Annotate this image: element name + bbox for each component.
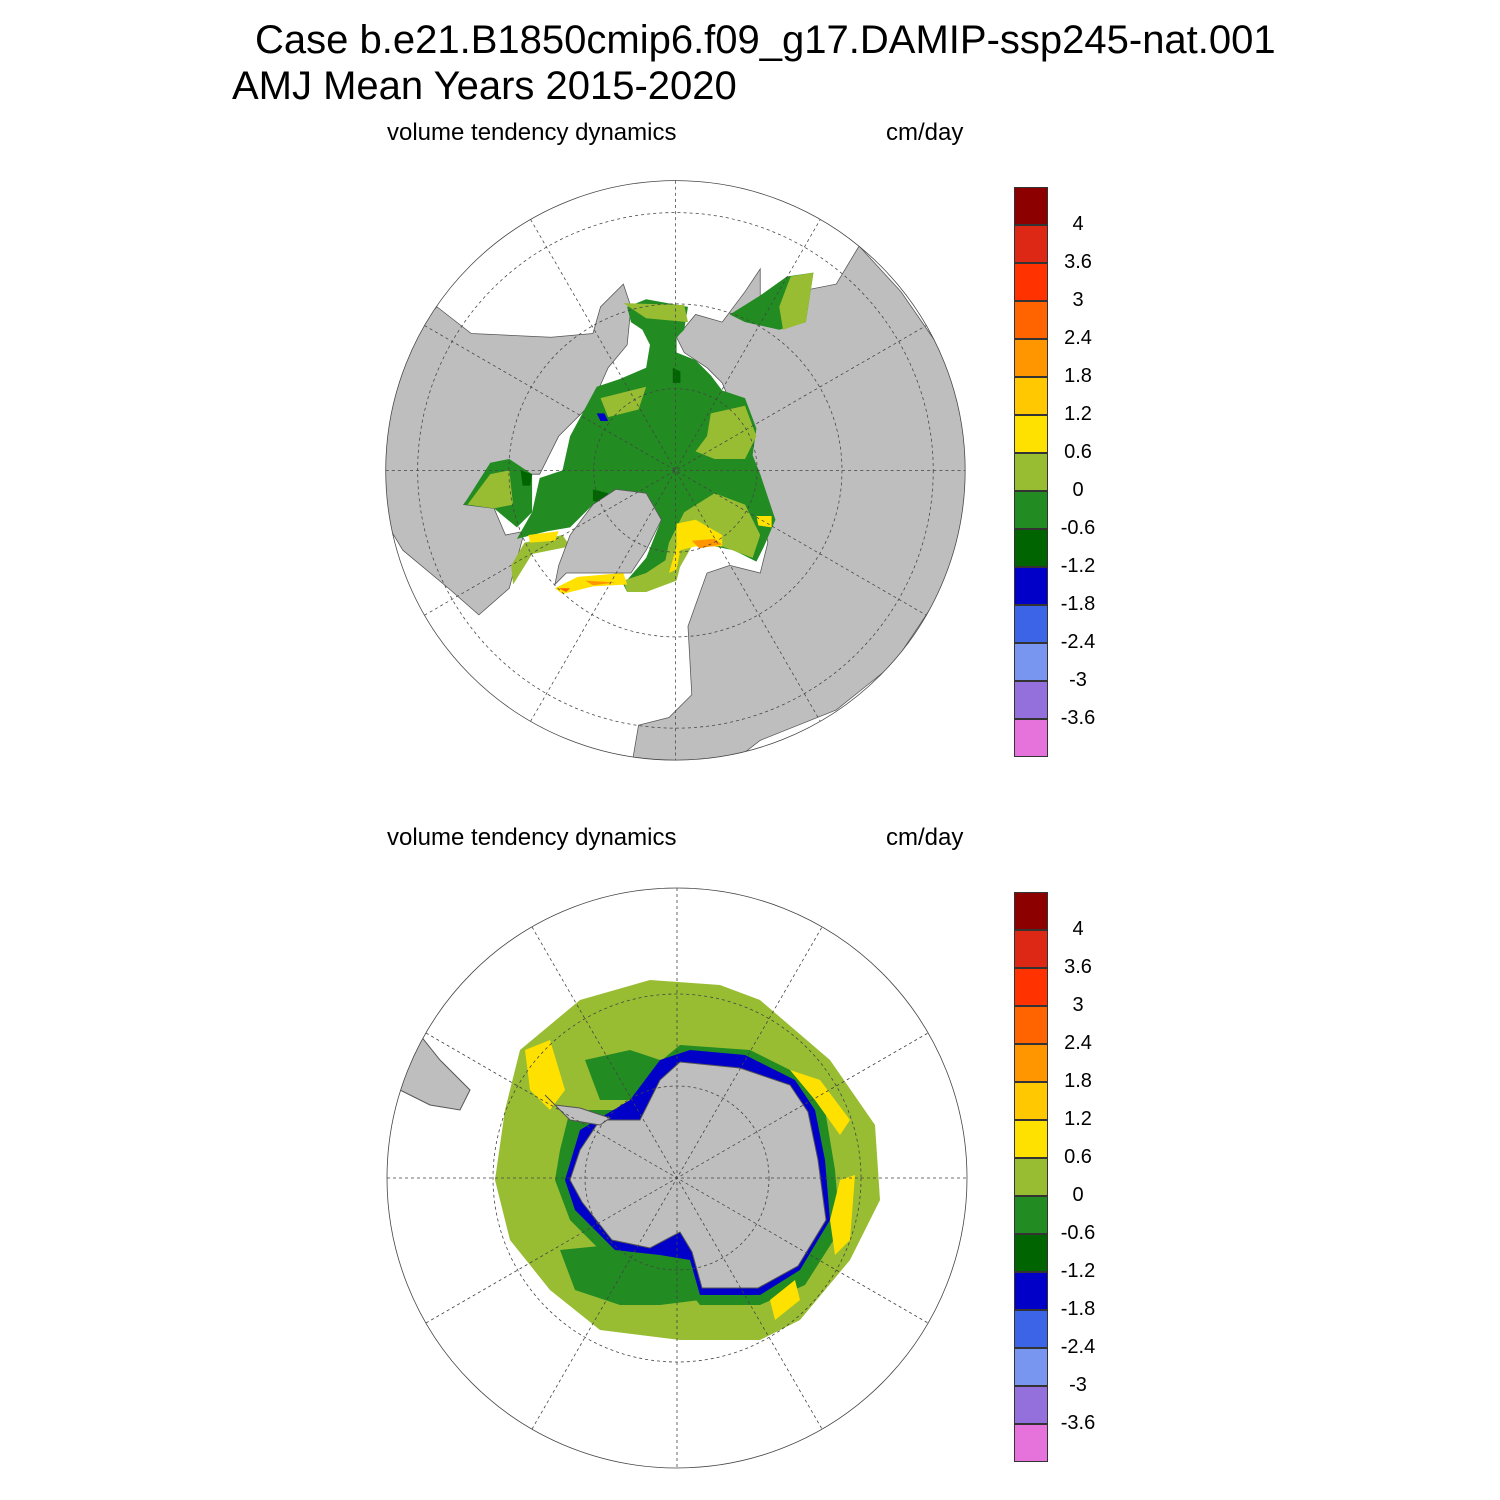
south-colorbar-label: 1.8 [1064, 1070, 1092, 1092]
south-colorbar-label: -0.6 [1060, 1222, 1096, 1244]
south-colorbar-box [1014, 1348, 1048, 1386]
south-colorbar-box [1014, 930, 1048, 968]
south-colorbar-box [1014, 1006, 1048, 1044]
south-colorbar-box [1014, 1044, 1048, 1082]
south-colorbar-box [1014, 1424, 1048, 1462]
north-colorbar-label: -3.6 [1060, 707, 1096, 729]
south-colorbar-box [1014, 1310, 1048, 1348]
north-colorbar-box [1014, 339, 1048, 377]
south-colorbar-label: -3.6 [1060, 1412, 1096, 1434]
grid-lines [385, 180, 966, 761]
south-colorbar-label: -2.4 [1060, 1336, 1096, 1358]
south-colorbar-label: -1.8 [1060, 1298, 1096, 1320]
south-colorbar-box [1014, 1234, 1048, 1272]
south-colorbar-box [1014, 1082, 1048, 1120]
figure-title-line1: Case b.e21.B1850cmip6.f09_g17.DAMIP-ssp2… [255, 18, 1276, 62]
south-colorbar-label: 1.2 [1064, 1108, 1092, 1130]
panel1-variable-label: volume tendency dynamics [387, 119, 677, 146]
north-colorbar-box [1014, 643, 1048, 681]
south-polar-map [386, 887, 968, 1469]
north-colorbar-label: 3 [1072, 289, 1084, 311]
north-colorbar-label: 4 [1072, 213, 1084, 235]
north-colorbar-box [1014, 263, 1048, 301]
south-colorbar-box [1014, 892, 1048, 930]
north-colorbar-box [1014, 415, 1048, 453]
south-colorbar-label: -1.2 [1060, 1260, 1096, 1282]
south-colorbar-label: 0 [1072, 1184, 1084, 1206]
grid-lines [387, 888, 967, 1468]
south-colorbar-box [1014, 1196, 1048, 1234]
north-colorbar-label: -0.6 [1060, 517, 1096, 539]
north-colorbar-box [1014, 187, 1048, 225]
north-colorbar-label: 0.6 [1064, 441, 1092, 463]
south-colorbar-box [1014, 1158, 1048, 1196]
sea-ice-arctic [463, 272, 814, 594]
south-colorbar-label: 3.6 [1064, 956, 1092, 978]
land-greenland [554, 488, 662, 586]
north-colorbar-box [1014, 301, 1048, 339]
figure-title-line2: AMJ Mean Years 2015-2020 [232, 64, 737, 108]
north-colorbar-label: -1.2 [1060, 555, 1096, 577]
north-colorbar-label: -3 [1069, 669, 1087, 691]
north-colorbar-box [1014, 719, 1048, 757]
north-colorbar-label: -1.8 [1060, 593, 1096, 615]
south-colorbar-label: -3 [1069, 1374, 1087, 1396]
north-colorbar-box [1014, 605, 1048, 643]
south-colorbar-box [1014, 1386, 1048, 1424]
panel2-units-label: cm/day [886, 824, 964, 851]
north-colorbar-box [1014, 453, 1048, 491]
north-colorbar-box [1014, 567, 1048, 605]
north-colorbar-box [1014, 681, 1048, 719]
north-colorbar-box [1014, 377, 1048, 415]
north-colorbar-box [1014, 491, 1048, 529]
north-colorbar-label: 1.2 [1064, 403, 1092, 425]
north-colorbar-label: 0 [1072, 479, 1084, 501]
panel2-variable-label: volume tendency dynamics [387, 824, 677, 851]
north-colorbar-box [1014, 529, 1048, 567]
north-colorbar-label: 1.8 [1064, 365, 1092, 387]
south-colorbar-box [1014, 1120, 1048, 1158]
south-colorbar-label: 2.4 [1064, 1032, 1092, 1054]
north-colorbar-label: 2.4 [1064, 327, 1092, 349]
south-colorbar-box [1014, 968, 1048, 1006]
north-colorbar-label: 3.6 [1064, 251, 1092, 273]
south-colorbar-label: 0.6 [1064, 1146, 1092, 1168]
north-colorbar-label: -2.4 [1060, 631, 1096, 653]
north-colorbar-box [1014, 225, 1048, 263]
land-antarctic-peninsula [544, 1094, 612, 1126]
land-antarctica [569, 1061, 827, 1289]
south-colorbar-label: 3 [1072, 994, 1084, 1016]
south-colorbar-box [1014, 1272, 1048, 1310]
north-polar-map [385, 180, 966, 761]
south-colorbar-label: 4 [1072, 918, 1084, 940]
panel1-units-label: cm/day [886, 119, 964, 146]
